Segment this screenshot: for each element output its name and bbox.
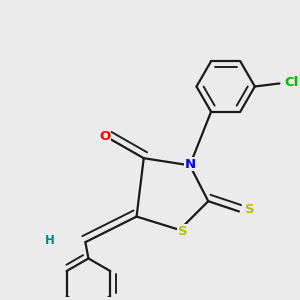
Text: N: N (185, 158, 196, 171)
Text: H: H (45, 234, 55, 247)
Text: S: S (245, 203, 254, 216)
Text: Cl: Cl (284, 76, 298, 89)
Text: S: S (178, 225, 188, 238)
Text: O: O (99, 130, 110, 143)
